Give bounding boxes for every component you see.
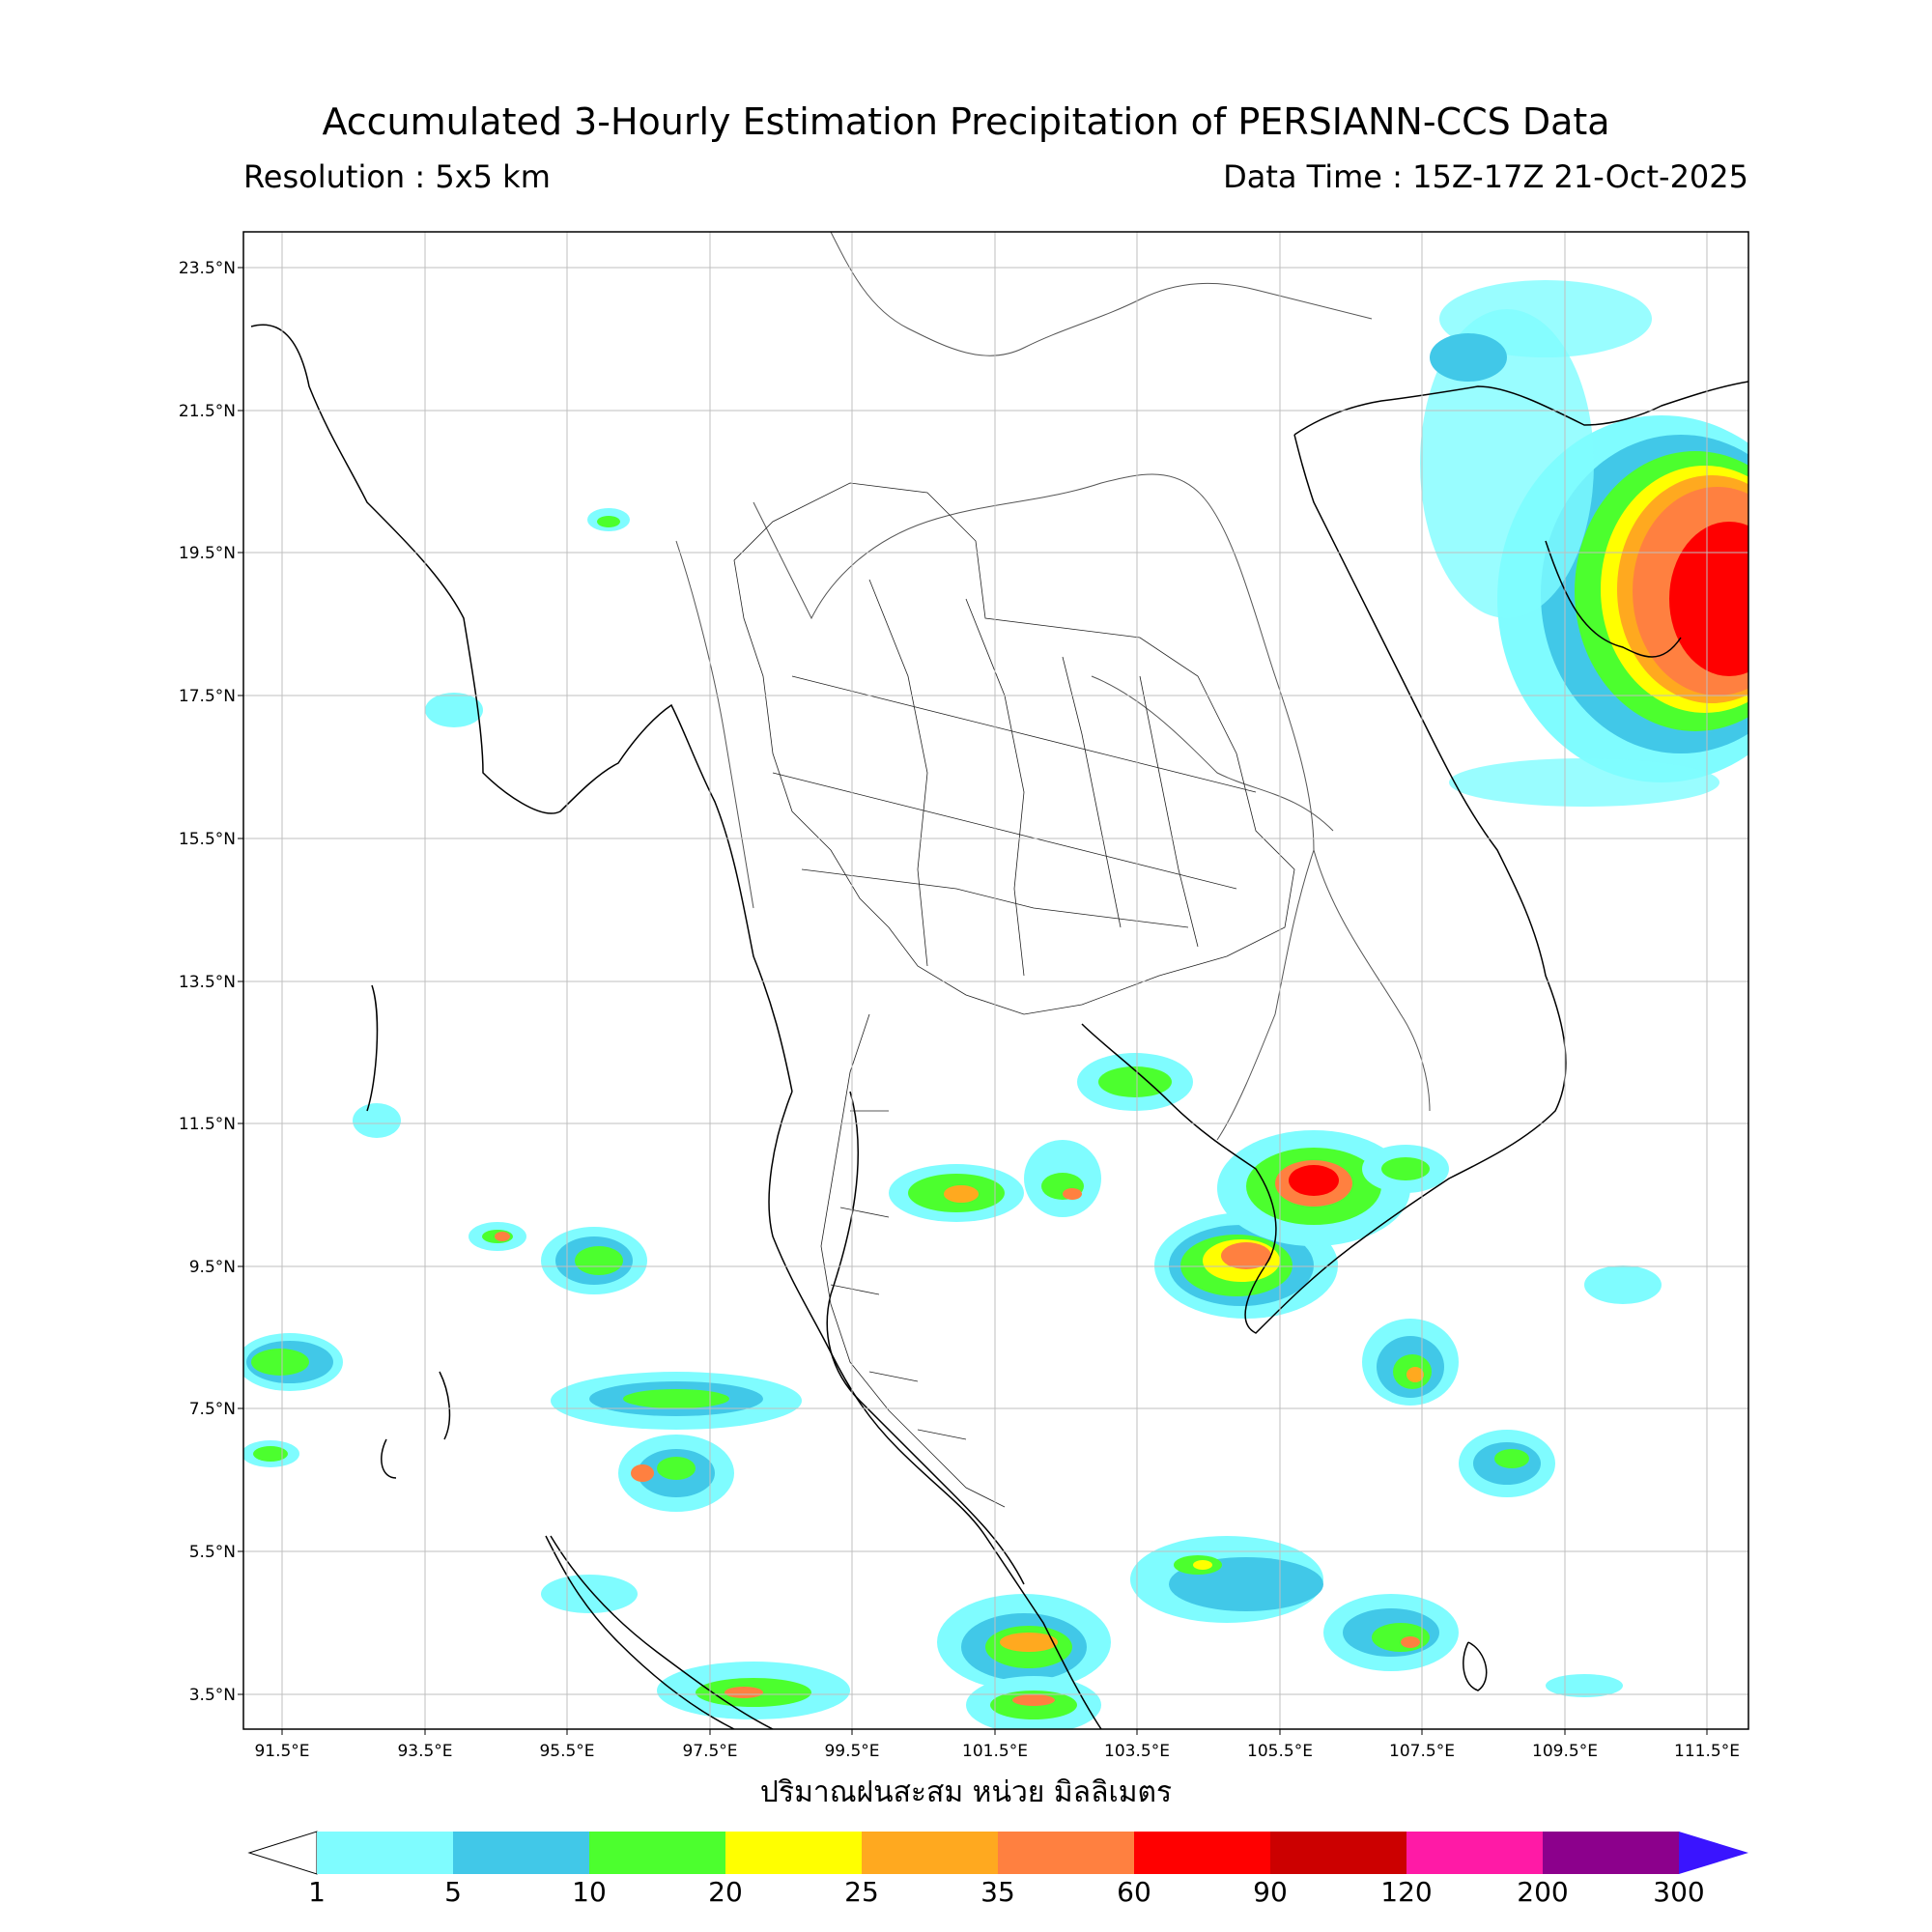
colorbar-segment: [589, 1832, 726, 1874]
colorbar-level-label: 90: [1253, 1876, 1288, 1908]
latitude-tick-label: 11.5°N: [179, 1115, 236, 1134]
colorbar-segment: [1406, 1832, 1544, 1874]
longitude-labels: 91.5°E 93.5°E 95.5°E 97.5°E 99.5°E 101.5°E 103…: [254, 1729, 1740, 1761]
gridlines: [243, 232, 1748, 1729]
latitude-tick-label: 21.5°N: [179, 402, 236, 421]
longitude-tick-label: 95.5°E: [539, 1742, 594, 1761]
colorbar-upper-extension: [1679, 1832, 1748, 1874]
colorbar-segment: [1134, 1832, 1271, 1874]
colorbar-level-label: 10: [572, 1876, 607, 1908]
colorbar-segment: [998, 1832, 1135, 1874]
colorbar-unit-label: ปริมาณฝนสะสม หน่วย มิลลิเมตร: [759, 1776, 1173, 1809]
colorbar-lower-extension: [247, 1831, 318, 1875]
colorbar-level-label: 60: [1117, 1876, 1151, 1908]
latitude-tick-label: 19.5°N: [179, 544, 236, 563]
colorbar-level-label: 120: [1380, 1876, 1433, 1908]
longitude-tick-label: 107.5°E: [1389, 1742, 1455, 1761]
colorbar-level-label: 200: [1517, 1876, 1569, 1908]
colorbar-level-label: 35: [980, 1876, 1015, 1908]
latitude-tick-label: 13.5°N: [179, 973, 236, 992]
coastlines: [250, 324, 1748, 1729]
province-boundaries: [733, 482, 1295, 1508]
data-time-label: Data Time : 15Z-17Z 21-Oct-2025: [1223, 158, 1748, 195]
colorbar-level-label: 300: [1653, 1876, 1705, 1908]
colorbar-level-label: 20: [708, 1876, 743, 1908]
colorbar-segment: [453, 1832, 590, 1874]
resolution-label: Resolution : 5x5 km: [243, 158, 551, 195]
latitude-tick-label: 7.5°N: [189, 1400, 236, 1419]
colorbar-level-label: 5: [444, 1876, 462, 1908]
colorbar-level-label: 25: [844, 1876, 879, 1908]
latitude-tick-label: 15.5°N: [179, 830, 236, 849]
latitude-tick-label: 3.5°N: [189, 1686, 236, 1705]
map-title: Accumulated 3-Hourly Estimation Precipit…: [322, 100, 1610, 143]
latitude-tick-label: 9.5°N: [189, 1258, 236, 1277]
country-borders: [675, 232, 1431, 1141]
latitude-tick-label: 23.5°N: [179, 259, 236, 278]
colorbar: [247, 1831, 1748, 1875]
longitude-tick-label: 109.5°E: [1532, 1742, 1598, 1761]
longitude-tick-label: 93.5°E: [397, 1742, 452, 1761]
colorbar-segment: [317, 1832, 454, 1874]
latitude-labels: 23.5°N 21.5°N 19.5°N 17.5°N 15.5°N 13.5°N 11.5…: [179, 259, 243, 1705]
longitude-tick-label: 105.5°E: [1247, 1742, 1313, 1761]
longitude-tick-label: 91.5°E: [254, 1742, 309, 1761]
latitude-tick-label: 17.5°N: [179, 687, 236, 706]
longitude-tick-label: 97.5°E: [682, 1742, 737, 1761]
map-frame: [242, 231, 1749, 1730]
longitude-tick-label: 103.5°E: [1104, 1742, 1170, 1761]
colorbar-segment: [1270, 1832, 1407, 1874]
longitude-tick-label: 111.5°E: [1674, 1742, 1740, 1761]
longitude-tick-label: 99.5°E: [824, 1742, 879, 1761]
colorbar-segment: [862, 1832, 999, 1874]
latitude-tick-label: 5.5°N: [189, 1543, 236, 1562]
colorbar-segment: [725, 1832, 863, 1874]
precipitation-layer: [243, 280, 1748, 1729]
colorbar-segment: [1543, 1832, 1680, 1874]
longitude-tick-label: 101.5°E: [962, 1742, 1028, 1761]
colorbar-level-label: 1: [308, 1876, 326, 1908]
